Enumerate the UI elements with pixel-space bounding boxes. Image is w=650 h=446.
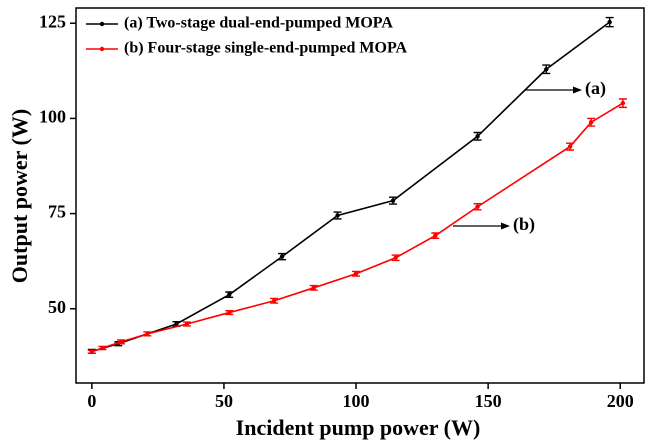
- x-tick-label: 0: [87, 391, 96, 411]
- legend-label: (b) Four-stage single-end-pumped MOPA: [124, 40, 408, 57]
- data-point: [227, 292, 232, 297]
- x-tick-label: 100: [343, 391, 370, 411]
- annotation-label: (b): [513, 214, 535, 235]
- data-point: [174, 321, 179, 327]
- annotation-arrowhead: [573, 86, 582, 94]
- legend-marker: [99, 21, 105, 27]
- x-axis-label: Incident pump power (W): [236, 415, 481, 440]
- y-tick-label: 125: [39, 11, 66, 31]
- y-tick-label: 100: [39, 107, 66, 127]
- data-point: [335, 213, 340, 218]
- data-point: [475, 204, 480, 209]
- data-point: [184, 321, 190, 327]
- data-point: [311, 285, 316, 291]
- data-point: [353, 271, 359, 276]
- data-point: [607, 19, 612, 25]
- data-point: [567, 144, 573, 149]
- legend-marker: [99, 46, 105, 52]
- data-point: [393, 255, 398, 260]
- annotation-arrowhead: [501, 222, 510, 230]
- y-tick-label: 50: [48, 297, 66, 317]
- series-line: [91, 21, 611, 353]
- data-point: [390, 198, 396, 203]
- data-point: [271, 298, 277, 303]
- y-axis-label: Output power (W): [7, 109, 32, 283]
- data-point: [227, 310, 232, 315]
- data-point: [118, 339, 124, 345]
- data-point: [433, 233, 438, 238]
- data-point: [588, 120, 594, 125]
- plot-frame: [75, 7, 645, 384]
- data-point: [620, 100, 626, 106]
- data-point: [544, 67, 549, 72]
- legend-label: (a) Two-stage dual-end-pumped MOPA: [124, 15, 393, 32]
- data-point: [475, 134, 480, 139]
- series-line: [91, 102, 624, 353]
- annotation-label: (a): [585, 78, 606, 99]
- data-point: [145, 331, 150, 337]
- data-point: [89, 349, 95, 354]
- x-tick-label: 50: [215, 391, 233, 411]
- data-point: [279, 254, 285, 259]
- x-tick-label: 150: [475, 391, 502, 411]
- y-tick-label: 75: [48, 202, 66, 222]
- x-tick-label: 200: [607, 391, 634, 411]
- data-point: [100, 345, 105, 351]
